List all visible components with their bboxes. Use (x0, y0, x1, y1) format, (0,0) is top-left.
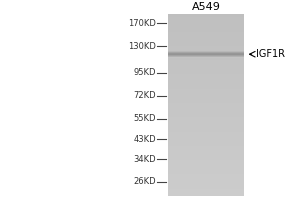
Text: IGF1R: IGF1R (256, 49, 285, 59)
Text: 72KD: 72KD (133, 91, 156, 100)
Text: 26KD: 26KD (133, 177, 156, 186)
Text: 34KD: 34KD (133, 155, 156, 164)
Text: 95KD: 95KD (134, 68, 156, 77)
Text: 55KD: 55KD (134, 114, 156, 123)
Text: 170KD: 170KD (128, 19, 156, 28)
Text: A549: A549 (191, 2, 220, 12)
Text: 43KD: 43KD (133, 135, 156, 144)
Text: 130KD: 130KD (128, 42, 156, 51)
